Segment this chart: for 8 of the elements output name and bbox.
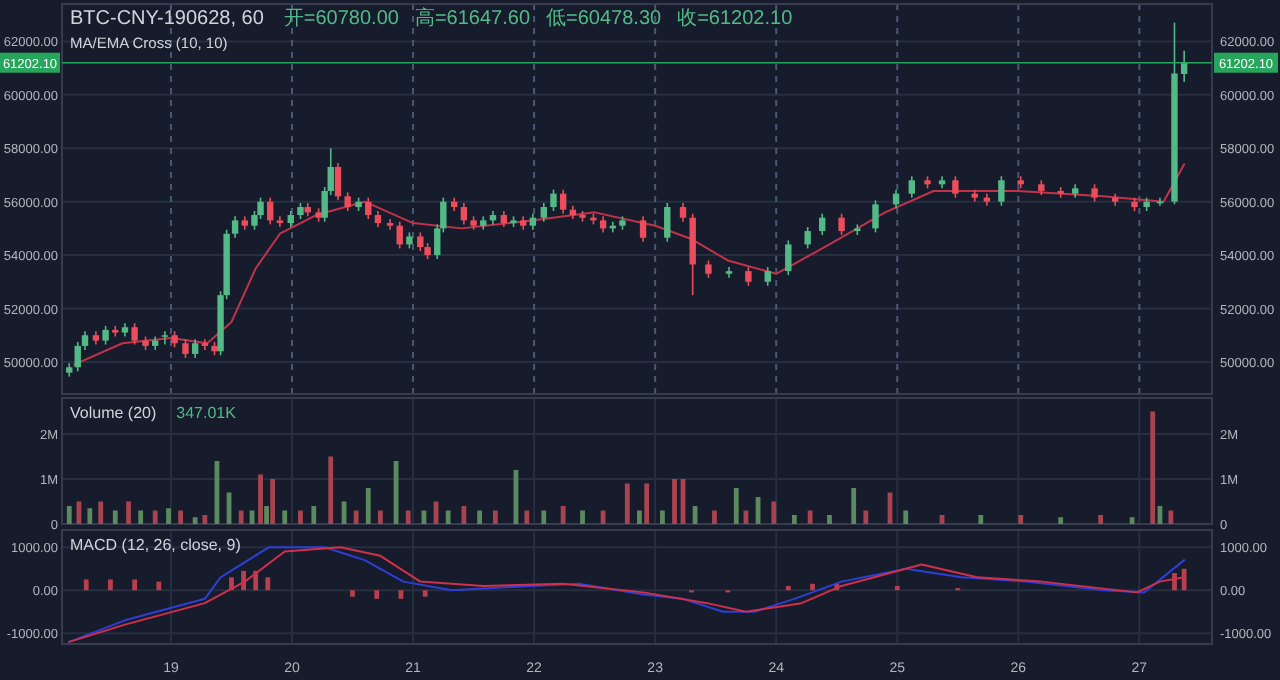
chart-title: BTC-CNY-190628, 60 <box>70 8 265 30</box>
annotation: 347.01K <box>176 404 238 422</box>
annotation: 收=61202.10 <box>677 8 794 30</box>
chart-title: Volume (20) <box>70 404 157 422</box>
annotation: 高=61647.60 <box>414 6 531 30</box>
annotation: 低=60478.30 <box>546 8 663 30</box>
chart-title: MACD (12, 26, close, 9) <box>70 536 242 554</box>
annotation: 开=60780.00 <box>283 8 400 30</box>
